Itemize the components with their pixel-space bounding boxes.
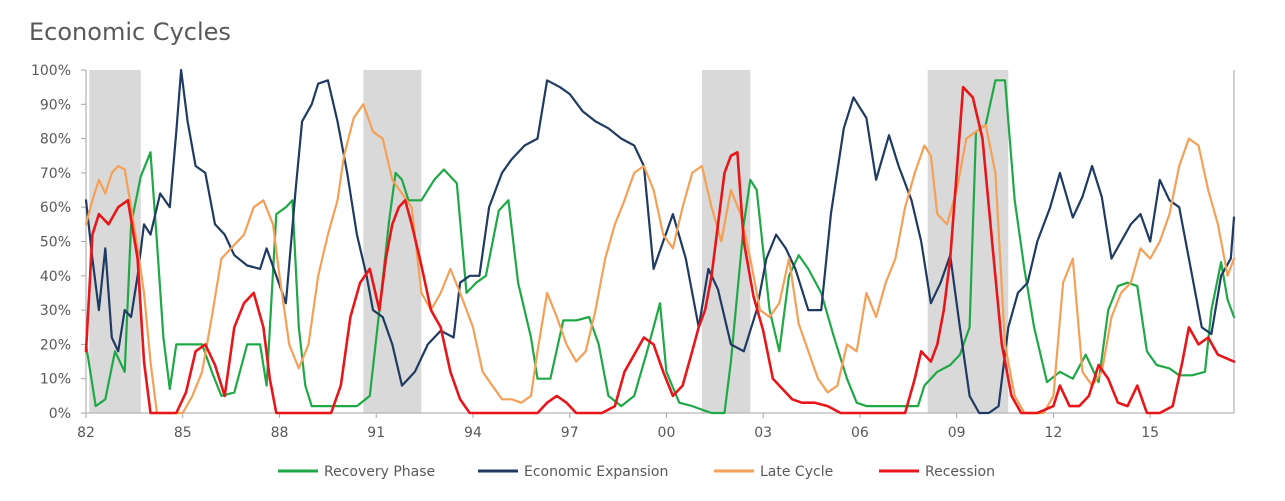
x-tick-label: 09 bbox=[948, 425, 966, 441]
x-tick-label: 97 bbox=[561, 425, 579, 441]
x-tick-label: 82 bbox=[77, 425, 95, 441]
legend: Recovery Phase Economic Expansion Late Cyc… bbox=[278, 464, 995, 480]
x-tick-label: 91 bbox=[367, 425, 385, 441]
y-tick-label: 30% bbox=[40, 303, 71, 319]
chart-title: Economic Cycles bbox=[29, 18, 231, 46]
recession-shade-0 bbox=[89, 70, 141, 413]
series-lines-layer bbox=[84, 68, 1236, 415]
series-line-economic-expansion bbox=[84, 68, 1236, 415]
y-tick-label: 50% bbox=[40, 235, 71, 251]
series-line-late-cycle bbox=[84, 103, 1236, 415]
recession-shade-3 bbox=[927, 70, 1009, 413]
axes-layer: 0% 10% 20% 30% 40% 50% 60% 70% 80% 90% 100% 82 85 88 9… bbox=[31, 63, 1235, 441]
y-tick-label: 70% bbox=[40, 166, 71, 182]
legend-label-late-cycle: Late Cycle bbox=[760, 464, 833, 480]
recession-shade-1 bbox=[363, 70, 422, 413]
y-tick-label: 90% bbox=[40, 97, 71, 113]
y-tick-label: 0% bbox=[49, 406, 71, 422]
y-tick-label: 40% bbox=[40, 269, 71, 285]
legend-label-economic-expansion: Economic Expansion bbox=[524, 464, 668, 480]
x-tick-label: 03 bbox=[754, 425, 772, 441]
series-line-recession bbox=[84, 85, 1236, 415]
y-tick-label: 20% bbox=[40, 337, 71, 353]
x-tick-label: 94 bbox=[464, 425, 482, 441]
x-tick-label: 88 bbox=[271, 425, 289, 441]
legend-label-recovery-phase: Recovery Phase bbox=[324, 464, 435, 480]
x-tick-label: 12 bbox=[1045, 425, 1063, 441]
x-tick-label: 15 bbox=[1141, 425, 1159, 441]
y-tick-label: 80% bbox=[40, 132, 71, 148]
y-tick-label: 100% bbox=[31, 63, 71, 79]
y-tick-label: 10% bbox=[40, 372, 71, 388]
recession-shading-layer bbox=[89, 70, 1009, 413]
y-tick-label: 60% bbox=[40, 200, 71, 216]
series-line-recovery-phase bbox=[84, 79, 1236, 415]
x-tick-label: 06 bbox=[851, 425, 869, 441]
legend-label-recession: Recession bbox=[925, 464, 995, 480]
x-tick-label: 00 bbox=[658, 425, 676, 441]
x-tick-label: 85 bbox=[174, 425, 192, 441]
